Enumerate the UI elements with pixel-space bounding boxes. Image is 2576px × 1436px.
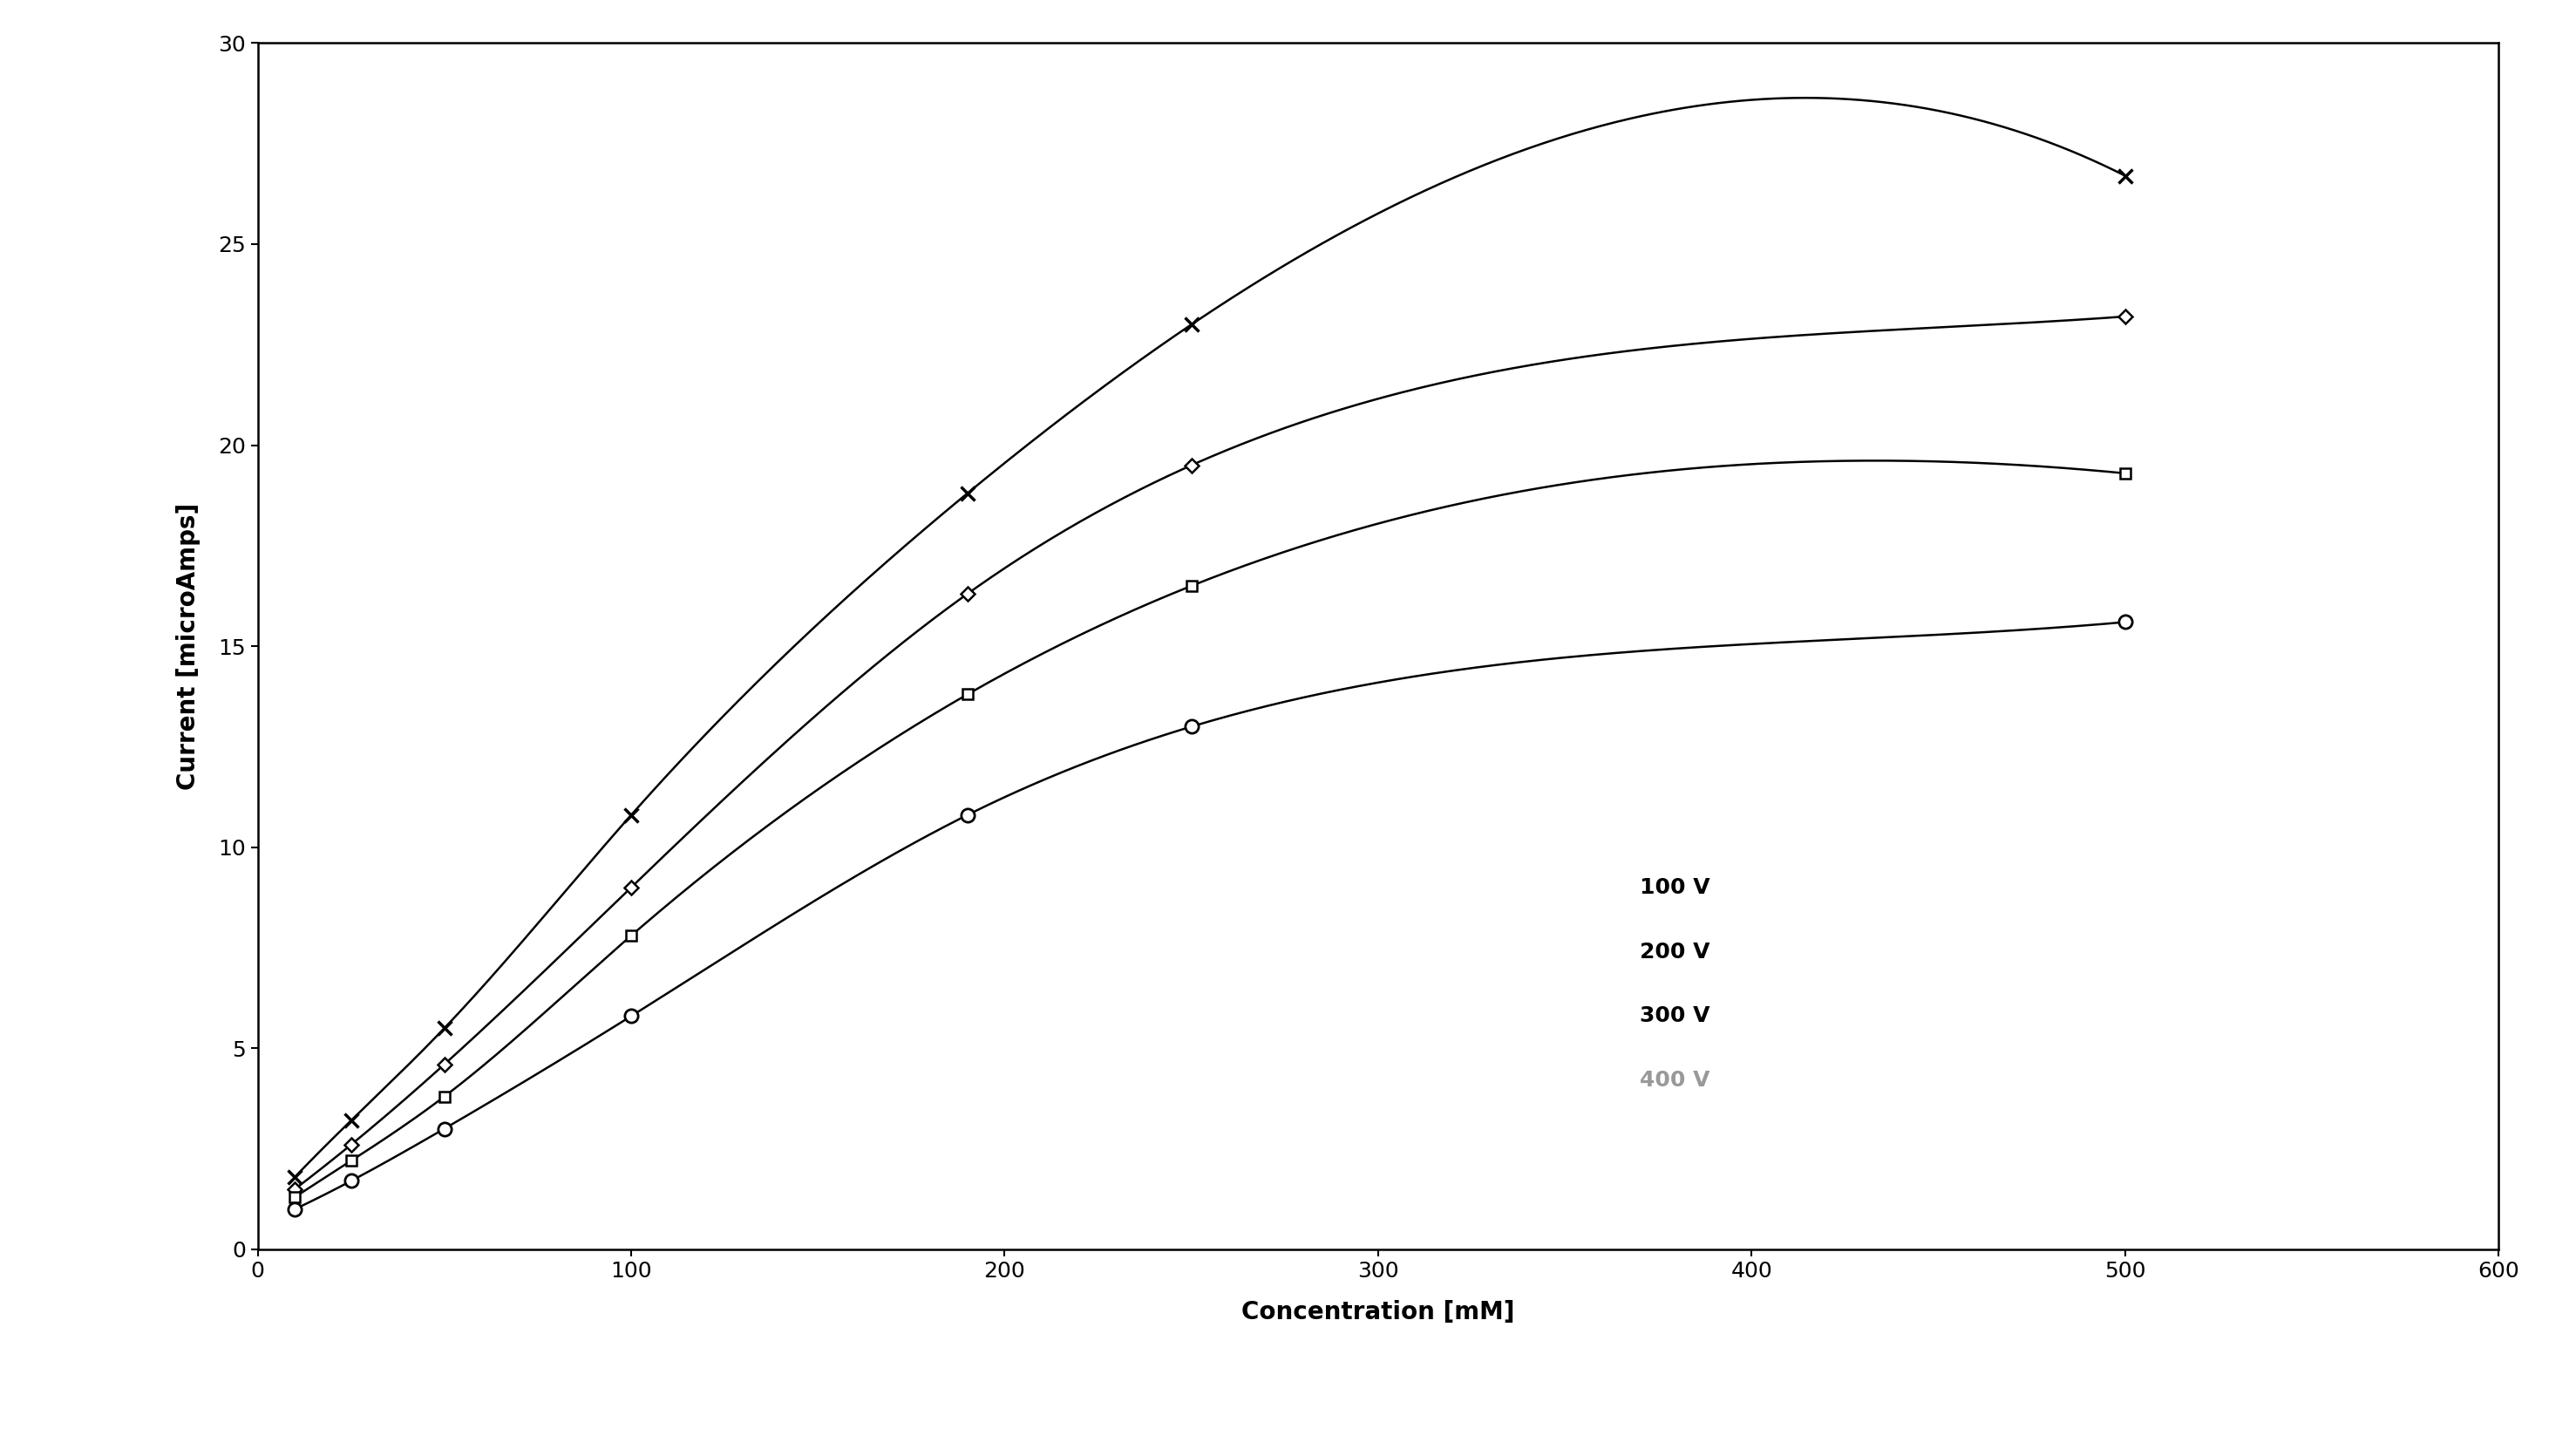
X-axis label: Concentration [mM]: Concentration [mM] xyxy=(1242,1300,1515,1324)
Text: 400 V: 400 V xyxy=(1638,1070,1710,1091)
Text: 300 V: 300 V xyxy=(1638,1005,1710,1027)
Text: 100 V: 100 V xyxy=(1638,877,1710,898)
Text: 200 V: 200 V xyxy=(1638,942,1710,962)
Y-axis label: Current [microAmps]: Current [microAmps] xyxy=(175,503,201,790)
